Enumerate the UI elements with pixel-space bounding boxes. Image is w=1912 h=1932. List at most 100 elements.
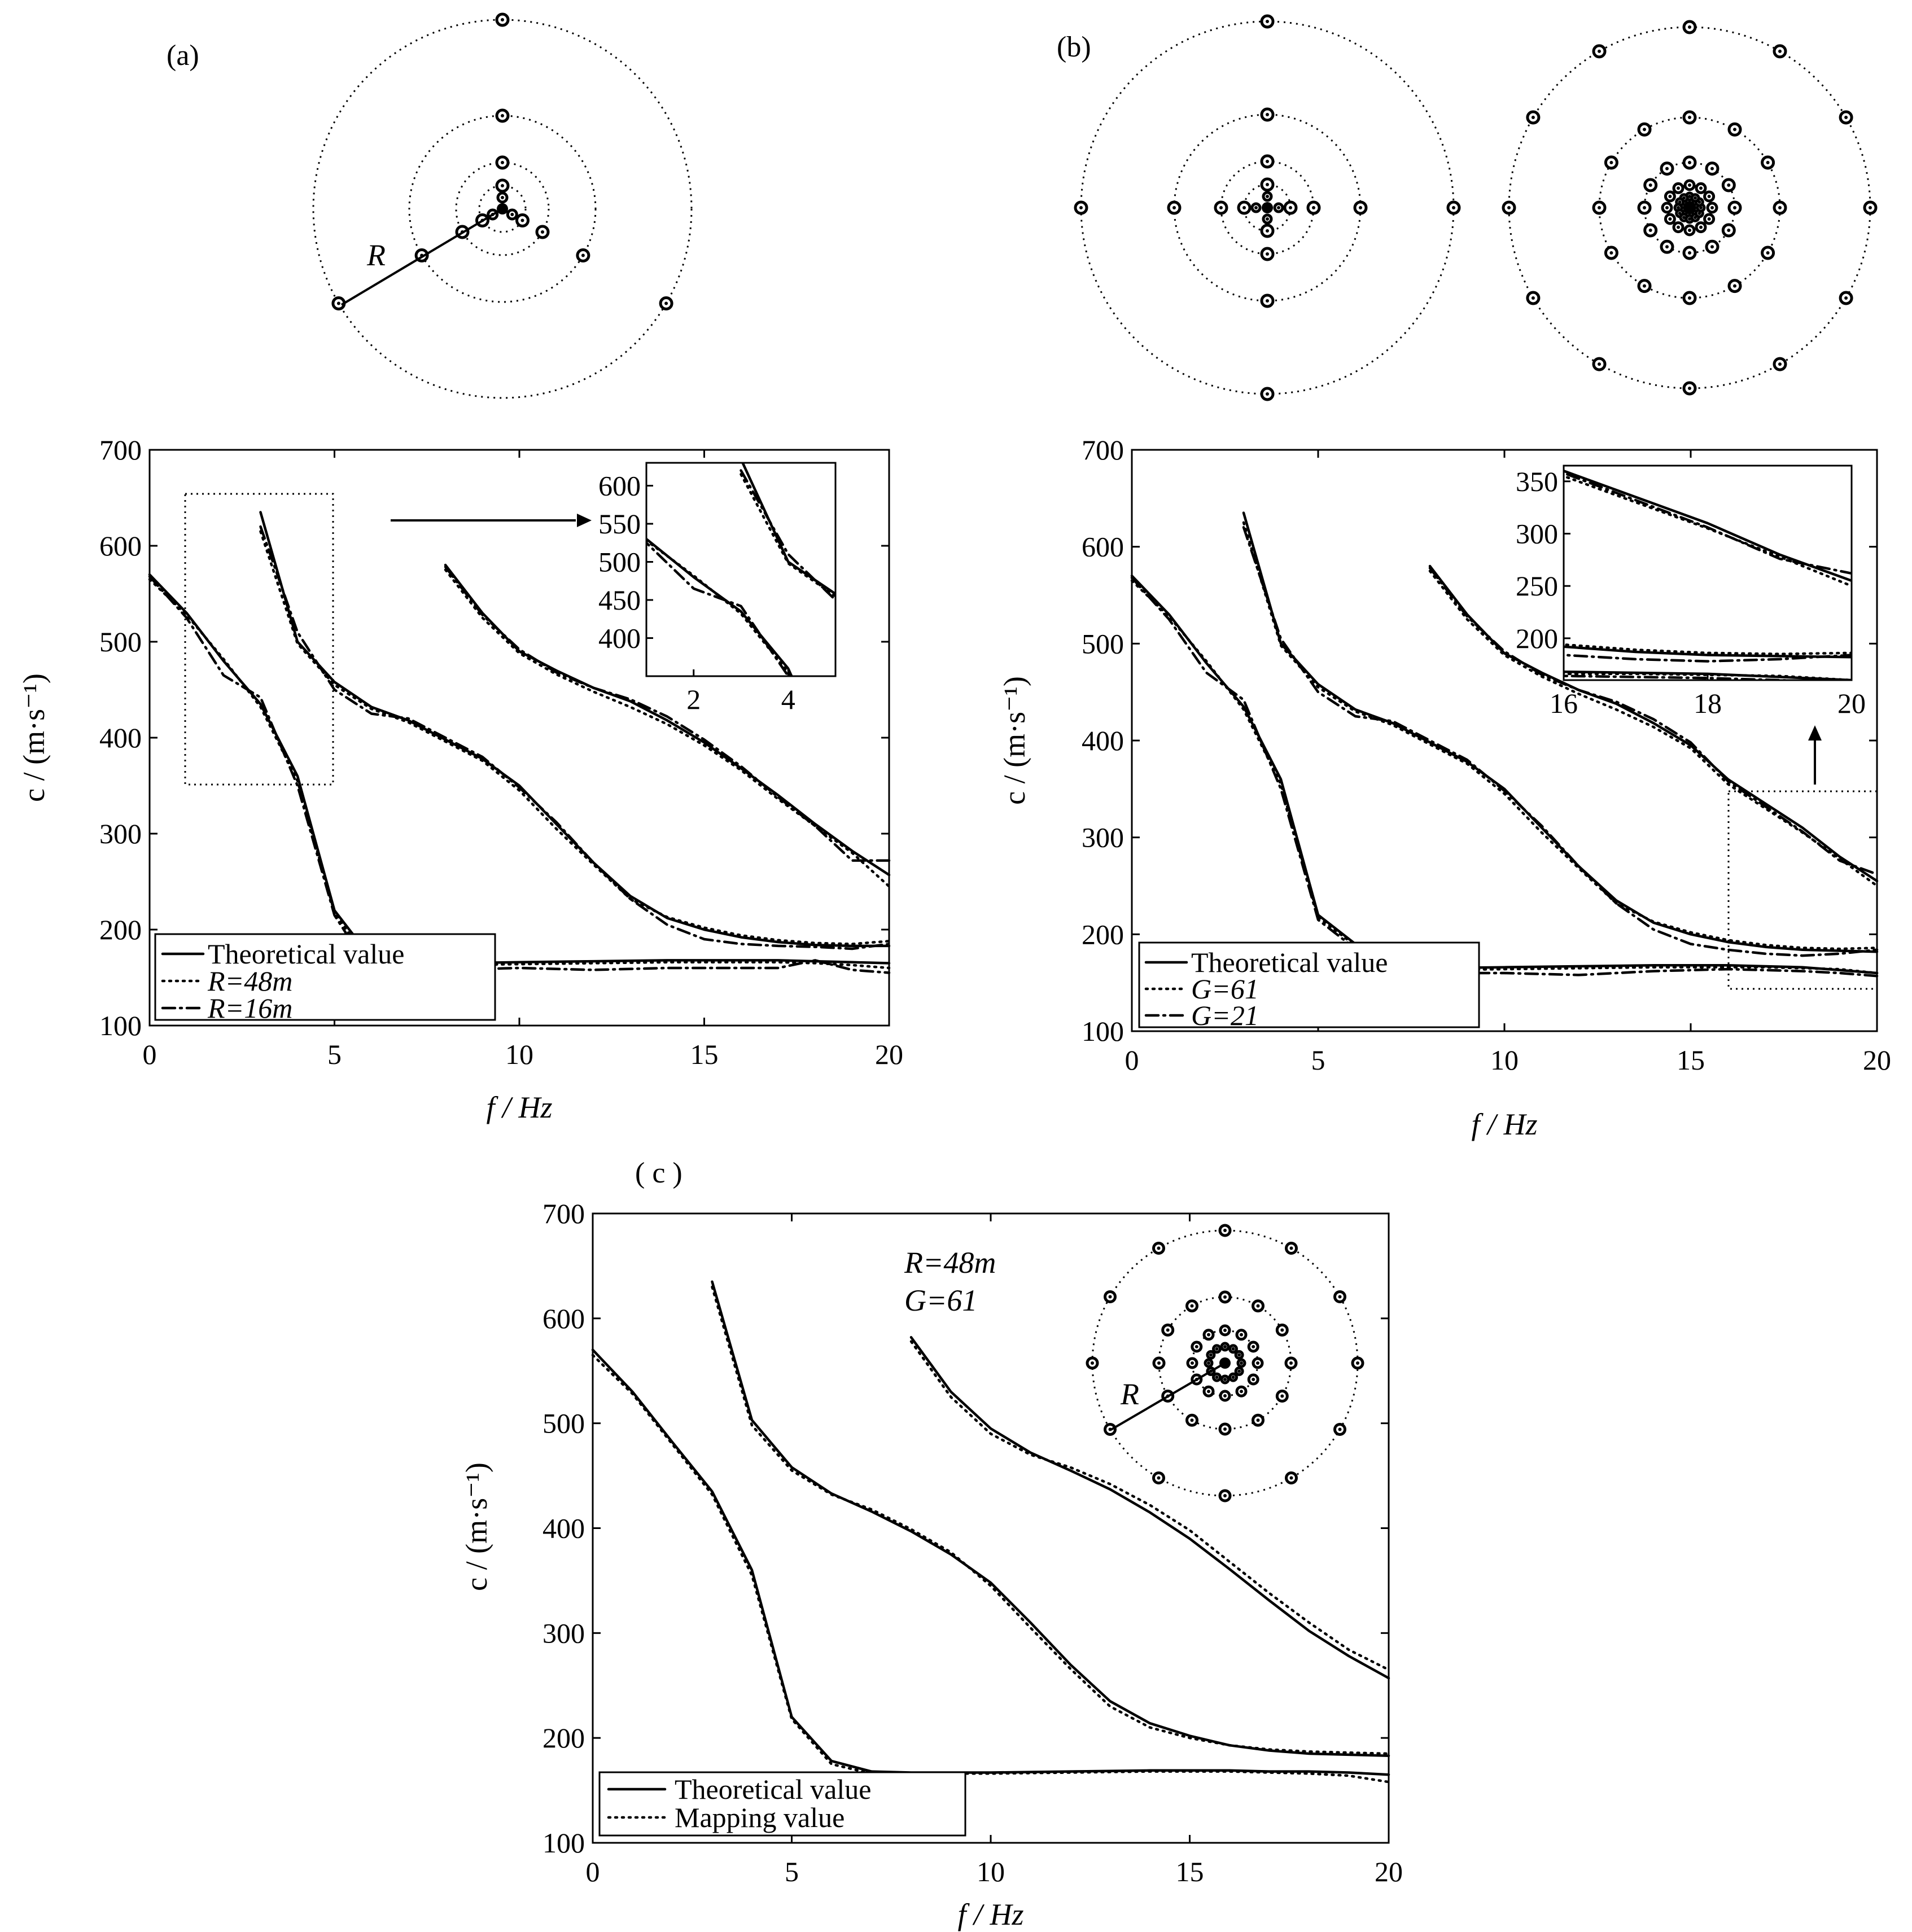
sensor-center [1844,296,1848,300]
legend-frame-a [154,933,496,1021]
sensor-center [1223,1427,1227,1431]
sensor-center [1223,1229,1227,1232]
sensor-center [1677,186,1680,190]
inset-curve-group [1564,469,1852,680]
sensor-center [1215,1347,1219,1351]
sensor-center [501,114,504,117]
array-ring [408,115,597,303]
sensor-center [1710,167,1714,170]
series-line-solid [148,573,355,936]
sensor-center [1312,206,1315,209]
inset-series-line-dotted [740,473,835,598]
y-tick-label: 100 [542,1827,585,1859]
sensor-center [1688,25,1691,29]
sensor-center [1231,1375,1235,1379]
sensor-center [1195,1345,1198,1348]
sensor-center [1688,251,1691,255]
series-line-dotted [444,568,891,888]
series-line-dashdot [259,525,891,950]
sensor-center [1240,1390,1243,1394]
sensor-center [1289,206,1292,209]
inset-x-tick-label: 2 [686,684,701,715]
array-diagram-b-left [1074,14,1461,401]
sensor-center [1677,225,1680,229]
sensor-center [1223,1295,1227,1299]
inset-series-line-dotted [1564,672,1852,680]
sensor-center [1688,387,1691,390]
series-line-dashdot [1130,576,1357,950]
legend-label-g21-b: G=21 [1191,1000,1259,1031]
array-diagram-a [312,12,693,399]
sensor-center [1507,206,1511,209]
series-line-dashdot [1428,567,1879,876]
xlabel-c: f / Hz [957,1898,1023,1931]
sensor-center [1668,217,1672,221]
radius-label-a: R [366,238,386,272]
inset-series-line-dashdot [740,469,835,602]
series-line-dotted [1242,521,1879,950]
sensor-center [1609,251,1613,255]
sensor-center [1643,128,1646,132]
y-tick-label: 200 [1082,918,1124,950]
sensor-center [1252,1345,1255,1348]
sensor-center [1256,1418,1260,1422]
sensor-center [1678,200,1682,204]
series-line-dashdot [1242,526,1879,957]
sensor-center [1157,1476,1161,1480]
x-tick-label: 0 [143,1039,157,1070]
xlabel-b: f / Hz [1471,1107,1537,1141]
sensor-center [1598,49,1601,53]
sensor-center [1280,1328,1284,1332]
sensor-center [1668,195,1672,198]
sensor-center [1778,362,1782,366]
sensor-center [1688,183,1691,187]
inset-x-tick-label: 16 [1550,687,1578,719]
x-tick-label: 10 [977,1856,1005,1887]
inset-curves-a [646,463,1545,817]
axis-ticks-a: 0 5 10 15 20 100 200 300 400 500 600 700 [99,434,903,1070]
series-line-dashdot [444,566,891,862]
sensor-center [1108,1295,1112,1299]
sensor-center [1531,116,1535,119]
panel-a-label: (a) [167,40,199,72]
series-line-solid [1130,574,1357,945]
x-tick-label: 0 [1125,1044,1139,1076]
x-tick-label: 10 [505,1039,533,1070]
series-line-dotted [148,578,355,941]
inset-series-line-solid [859,815,1545,817]
inset-series-line-solid [741,463,835,595]
sensor-center [1727,183,1731,187]
xlabel-a: f / Hz [486,1090,552,1124]
sensor-center [1223,1329,1227,1332]
sensor-center [1256,1304,1260,1308]
inset-series-line-dashdot [646,541,790,676]
y-tick-label: 600 [99,530,142,562]
y-tick-label: 500 [99,626,142,658]
inset-b: 16 18 20 200 250 300 350 [1516,465,1866,719]
sensor-center [1215,1375,1219,1379]
legend-label-r16-a: R=16m [207,992,292,1024]
sensor-center [581,253,585,257]
inset-y-tick-label: 550 [598,508,641,540]
sensor-center [501,184,504,187]
sensor-center [1682,216,1686,220]
legend-frame-b [1138,941,1480,1028]
sensor-center [1266,113,1269,116]
series-line-dashdot [148,575,355,945]
sensor-center [1531,296,1535,300]
y-tick-label: 300 [542,1617,585,1649]
sensor-center [1694,196,1697,200]
inset-y-tick-label: 200 [1516,623,1558,654]
legend-label-theoretical-a: Theoretical value [208,938,404,970]
curves-c [591,1280,1390,1784]
sensor-center [1648,229,1652,232]
sensor-center [1699,225,1703,229]
ylabel-a: c / (m·s⁻¹) [17,673,51,802]
inset-y-tick-label: 250 [1516,570,1558,602]
sensor-center [1665,206,1669,209]
series-line-dashdot [1354,967,1879,978]
sensor-center [1710,245,1714,249]
sensor-center [1191,1361,1194,1365]
sensor-center [1079,206,1083,209]
